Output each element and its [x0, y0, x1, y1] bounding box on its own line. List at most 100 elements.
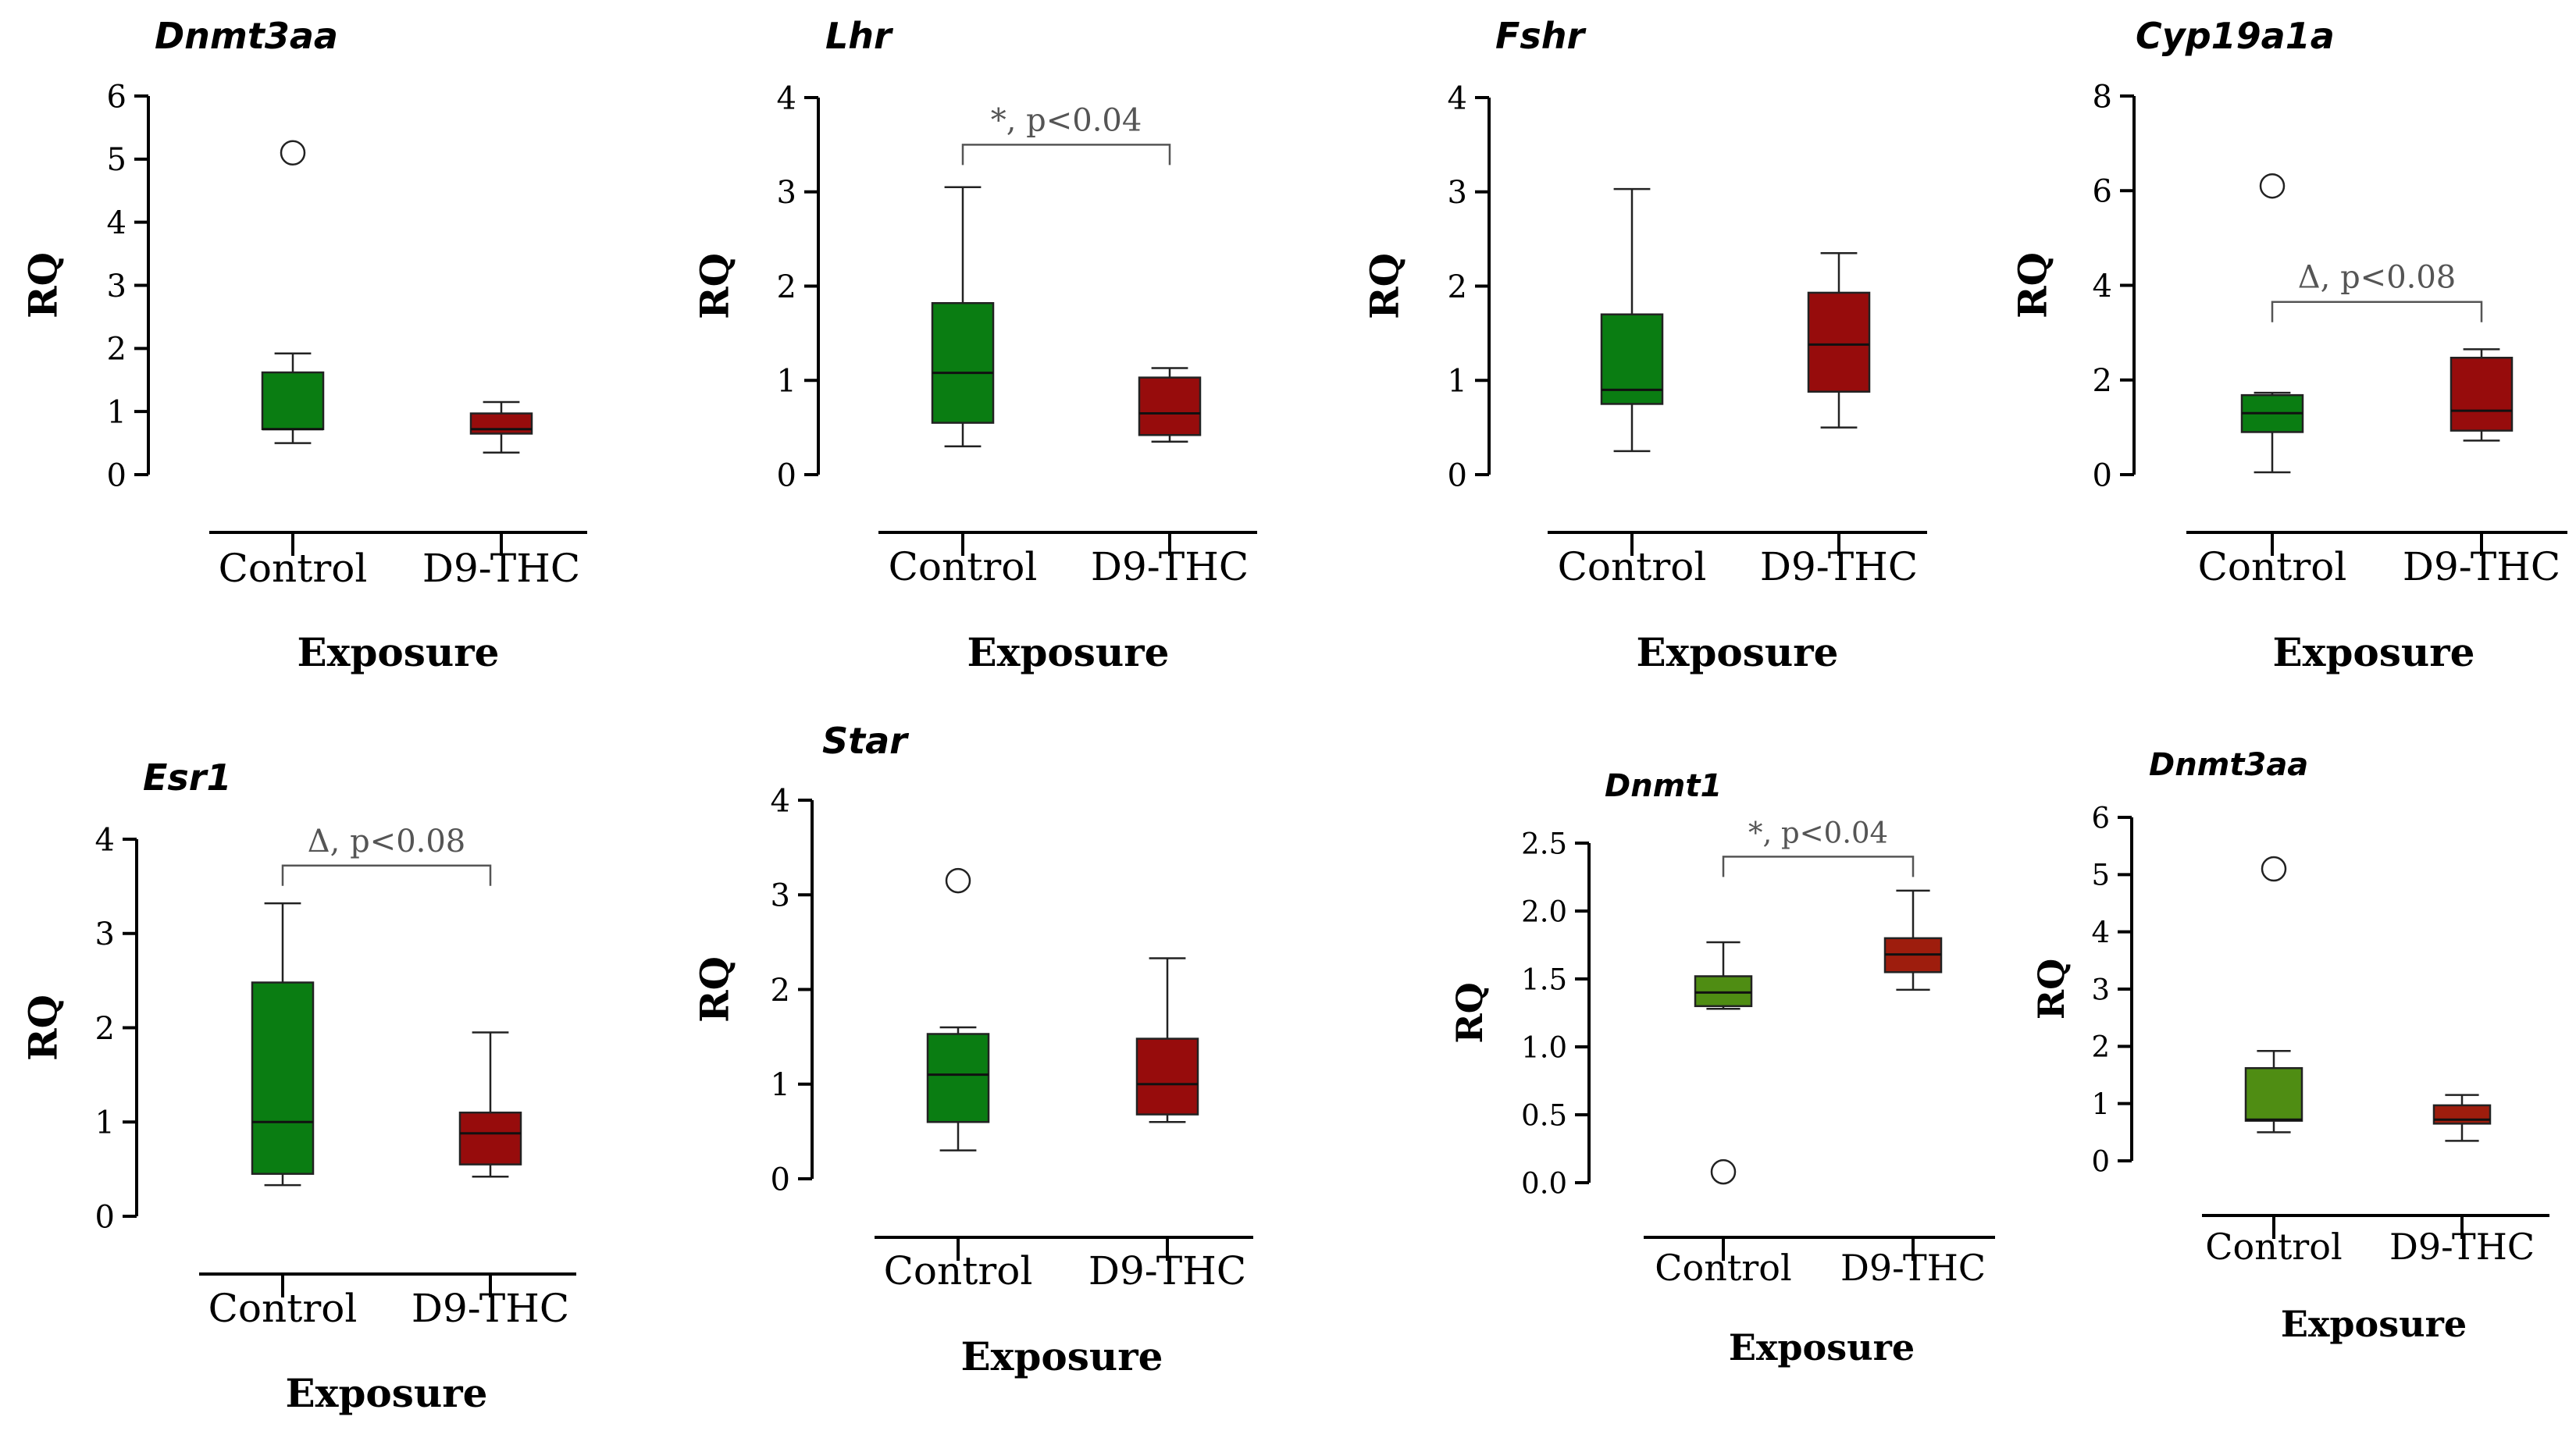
outlier-point	[1710, 1158, 1737, 1185]
chart-panel: Dnmt3aa 0 1 2 3 4 5 6 RQ Control D9-THC Exposure	[20, 15, 587, 675]
x-axis-label: Exposure	[961, 1333, 1163, 1379]
y-tick-label: 2	[2093, 363, 2112, 399]
bracket-line	[961, 144, 1171, 165]
box-control	[926, 867, 990, 1151]
box-iqr	[1138, 376, 1202, 436]
chart-title: Dnmt3aa	[2149, 747, 2308, 783]
y-tick-label: 4	[771, 783, 790, 819]
x-axis-label: Exposure	[1729, 1326, 1915, 1368]
y-axis-label: RQ	[692, 956, 738, 1023]
box-control	[261, 140, 325, 444]
x-tick-label: D9-THC	[422, 546, 580, 591]
chart-panel: Cyp19a1a 0 2 4 6 8 RQ Control D9-THC Exposure Δ, p…	[2010, 15, 2567, 675]
x-tick-label: Control	[219, 546, 368, 591]
x-tick-label: D9-THC	[1088, 1248, 1246, 1294]
chart-panel: Lhr 0 1 2 3 4 RQ Control D9-THC Exposure *, p<0.04	[692, 15, 1257, 675]
y-tick-label: 2	[771, 973, 790, 1009]
box-iqr	[1694, 975, 1753, 1008]
significance-label: *, p<0.04	[991, 102, 1142, 138]
chart-panel: Esr1 0 1 2 3 4 RQ Control D9-THC Exposure Δ, p<0.0…	[20, 756, 576, 1416]
box-thc	[1135, 957, 1199, 1123]
y-tick-label: 2.0	[1521, 895, 1567, 928]
box-iqr	[469, 412, 533, 435]
chart-title: Star	[822, 720, 910, 762]
y-tick-label: 2	[1448, 269, 1467, 305]
y-axis-label: RQ	[692, 253, 738, 319]
x-tick-label: D9-THC	[1760, 544, 1918, 589]
chart-panel: Fshr 0 1 2 3 4 RQ Control D9-THC Exposure	[1362, 15, 1927, 675]
box-iqr	[926, 1033, 990, 1123]
y-tick-label: 2	[777, 269, 796, 305]
box-control	[931, 186, 995, 448]
y-tick-label: 4	[2091, 916, 2110, 949]
y-tick-label: 1	[95, 1105, 115, 1141]
x-tick-label: Control	[1558, 544, 1707, 589]
y-tick-label: 1	[107, 395, 126, 431]
significance-bracket: Δ, p<0.08	[2271, 260, 2483, 322]
box-thc	[2450, 348, 2514, 442]
box-iqr	[2244, 1066, 2303, 1122]
x-axis-label: Exposure	[298, 629, 500, 675]
y-tick-label: 3	[95, 916, 115, 952]
chart-panel: Dnmt3aa 0 1 2 3 4 5 6 RQ Control D9-THC Exposure	[2030, 747, 2549, 1345]
box-control	[2240, 173, 2304, 474]
y-tick-label: 1	[771, 1067, 790, 1103]
chart-title: Dnmt3aa	[155, 15, 338, 57]
y-tick-label: 0	[2091, 1144, 2110, 1178]
y-tick-label: 2	[2091, 1030, 2110, 1064]
significance-label: Δ, p<0.08	[2298, 260, 2457, 296]
y-tick-label: 0	[2093, 457, 2112, 493]
y-tick-label: 1	[2091, 1087, 2110, 1121]
x-tick-label: D9-THC	[2403, 544, 2560, 589]
x-tick-label: Control	[1655, 1247, 1791, 1289]
y-tick-label: 1	[1448, 364, 1467, 400]
y-tick-label: 3	[1448, 175, 1467, 211]
y-tick-label: 0	[777, 457, 796, 493]
y-tick-label: 8	[2093, 79, 2112, 115]
x-tick-label: Control	[884, 1248, 1033, 1294]
significance-bracket: Δ, p<0.08	[281, 824, 492, 886]
y-tick-label: 0	[1448, 457, 1467, 493]
box-control	[2244, 856, 2303, 1134]
y-axis-label: RQ	[2030, 959, 2072, 1020]
x-axis-label: Exposure	[967, 629, 1170, 675]
box-iqr	[1135, 1037, 1199, 1116]
x-tick-label: Control	[2205, 1226, 2342, 1268]
y-tick-label: 3	[2091, 973, 2110, 1006]
box-control	[1600, 187, 1664, 453]
y-tick-label: 0.5	[1521, 1098, 1567, 1132]
x-axis-label: Exposure	[286, 1370, 488, 1416]
chart-panel: Dnmt1 0.0 0.5 1.0 1.5 2.0 2.5 RQ Control D9-THC Ex…	[1448, 768, 1995, 1368]
chart-title: Cyp19a1a	[2136, 15, 2335, 57]
x-tick-label: Control	[889, 544, 1038, 589]
bracket-line	[2271, 301, 2483, 322]
x-axis-label: Exposure	[2273, 629, 2475, 675]
y-tick-label: 1.5	[1521, 963, 1567, 996]
outlier-point	[280, 140, 306, 165]
x-tick-label: Control	[208, 1286, 358, 1331]
x-tick-label: D9-THC	[1840, 1247, 1986, 1289]
y-axis-label: RQ	[1362, 253, 1408, 319]
box-iqr	[261, 371, 325, 431]
significance-bracket: *, p<0.04	[961, 102, 1171, 165]
x-tick-label: D9-THC	[2389, 1226, 2535, 1268]
y-tick-label: 4	[777, 80, 796, 116]
y-axis-label: RQ	[20, 995, 66, 1061]
significance-label: *, p<0.04	[1748, 816, 1888, 849]
y-axis-label: RQ	[2010, 252, 2056, 319]
y-tick-label: 6	[2093, 174, 2112, 210]
y-tick-label: 0.0	[1521, 1166, 1567, 1200]
outlier-point	[2261, 856, 2287, 882]
y-tick-label: 2	[107, 332, 126, 368]
chart-title: Lhr	[825, 15, 894, 57]
y-tick-label: 6	[107, 79, 126, 115]
y-tick-label: 3	[107, 269, 126, 304]
y-tick-label: 2	[95, 1011, 115, 1047]
box-thc	[458, 1031, 522, 1178]
y-tick-label: 4	[1448, 80, 1467, 116]
y-tick-label: 5	[107, 142, 126, 178]
y-tick-label: 0	[107, 457, 126, 493]
y-tick-label: 3	[771, 878, 790, 914]
box-thc	[469, 400, 533, 454]
chart-title: Esr1	[143, 756, 232, 799]
